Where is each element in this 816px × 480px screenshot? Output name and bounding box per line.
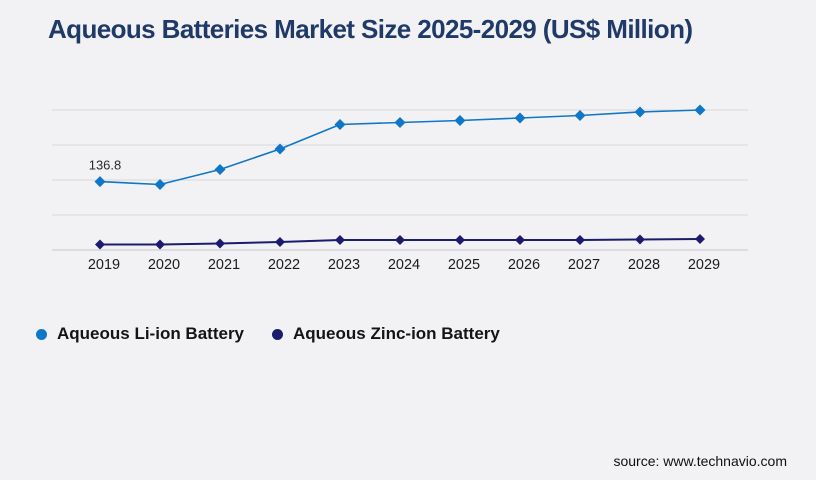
x-tick-label: 2022 xyxy=(268,257,300,273)
data-point-diamond-icon xyxy=(575,235,585,245)
data-point-diamond-icon xyxy=(155,239,165,250)
x-tick-label: 2025 xyxy=(448,257,480,273)
zincion-circle-marker-icon xyxy=(272,328,284,340)
data-point-diamond-icon xyxy=(394,117,406,128)
x-tick-label: 2024 xyxy=(388,257,420,273)
data-point-diamond-icon xyxy=(574,110,586,121)
data-point-diamond-icon xyxy=(515,235,525,245)
x-tick-label: 2028 xyxy=(628,257,660,273)
x-tick-label: 2027 xyxy=(568,257,600,273)
data-point-diamond-icon xyxy=(214,164,226,175)
chart-title: Aqueous Batteries Market Size 2025-2029 … xyxy=(48,14,693,44)
x-tick-label: 2023 xyxy=(328,257,360,273)
liion-circle-marker-icon xyxy=(36,328,47,340)
data-point-diamond-icon xyxy=(635,234,645,245)
data-point-diamond-icon xyxy=(335,235,345,245)
data-point-diamond-icon xyxy=(694,104,706,116)
data-point-diamond-icon xyxy=(215,238,225,249)
data-label: 136.8 xyxy=(89,158,122,173)
legend-label-liion: Aqueous Li-ion Battery xyxy=(57,324,245,343)
data-point-diamond-icon xyxy=(454,115,466,126)
data-point-diamond-icon xyxy=(514,112,526,124)
data-point-diamond-icon xyxy=(395,235,405,245)
legend-label-zincion: Aqueous Zinc-ion Battery xyxy=(293,324,500,343)
legend-item-zincion: Aqueous Zinc-ion Battery xyxy=(272,324,500,344)
data-point-diamond-icon xyxy=(154,179,166,190)
source-attribution: source: www.technavio.com xyxy=(613,453,787,469)
legend-item-liion: Aqueous Li-ion Battery xyxy=(36,324,244,344)
data-point-diamond-icon xyxy=(695,234,705,244)
data-point-diamond-icon xyxy=(455,235,465,245)
x-tick-label: 2029 xyxy=(688,257,720,273)
data-point-diamond-icon xyxy=(334,119,346,130)
data-point-diamond-icon xyxy=(94,176,106,188)
data-point-diamond-icon xyxy=(275,237,285,247)
x-tick-label: 2020 xyxy=(148,257,180,273)
x-tick-label: 2026 xyxy=(508,257,540,273)
chart-legend: Aqueous Li-ion Battery Aqueous Zinc-ion … xyxy=(36,324,500,344)
data-point-diamond-icon xyxy=(95,239,105,250)
data-point-diamond-icon xyxy=(274,143,286,155)
x-tick-label: 2021 xyxy=(208,257,240,273)
market-size-line-chart: 2019 2020 2021 2022 2023 2024 2025 2026 2027 2028… xyxy=(52,104,748,273)
x-tick-label: 2019 xyxy=(88,257,120,273)
data-point-diamond-icon xyxy=(634,106,646,118)
